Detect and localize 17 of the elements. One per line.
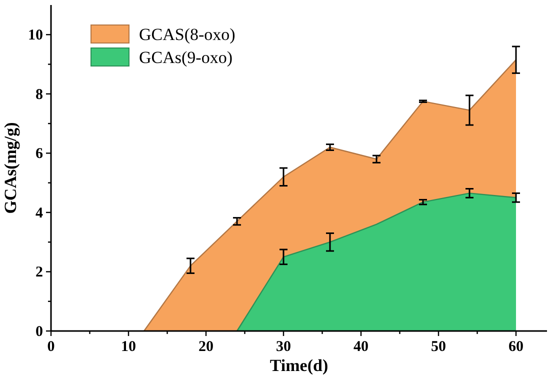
x-tick-label: 10 — [121, 339, 136, 355]
y-axis-title: GCAs(mg/g) — [1, 122, 20, 214]
x-tick-label: 50 — [431, 339, 446, 355]
y-tick-label: 10 — [28, 28, 43, 44]
x-tick-label: 40 — [354, 339, 368, 355]
x-tick-label: 30 — [276, 339, 291, 355]
x-tick-label: 20 — [198, 339, 214, 355]
legend-label: GCAS(8-oxo) — [139, 25, 236, 44]
y-tick-label: 8 — [36, 86, 43, 103]
x-tick-label: 60 — [508, 339, 524, 355]
x-tick-label: 0 — [47, 339, 55, 355]
x-axis-title: Time(d) — [270, 356, 328, 375]
y-tick-label: 2 — [36, 264, 43, 281]
y-tick-label: 0 — [36, 324, 43, 340]
legend-label: GCAs(9-oxo) — [139, 48, 232, 67]
y-tick-label: 4 — [36, 205, 44, 222]
y-tick-label: 6 — [36, 146, 44, 162]
